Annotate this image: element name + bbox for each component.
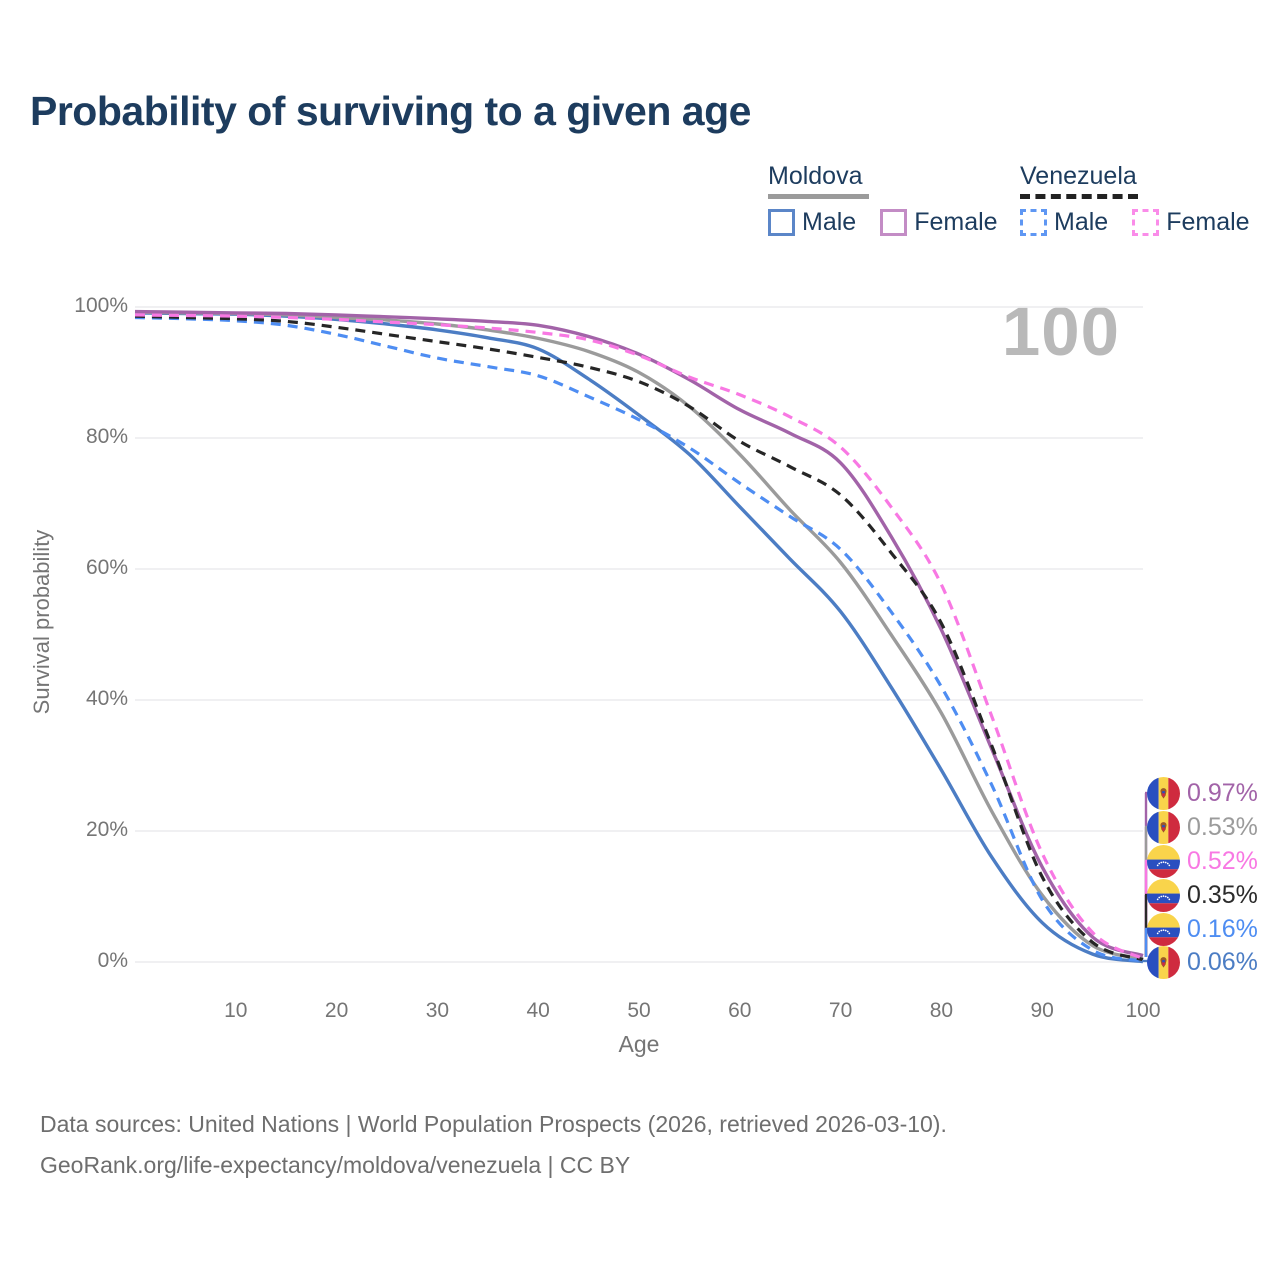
- x-tick-label: 30: [425, 999, 450, 1022]
- end-value-venezuela-female: 0.52%: [1187, 846, 1258, 875]
- x-tick-label: 50: [627, 999, 651, 1022]
- legend-venezuela-male-label: Male: [1054, 208, 1109, 236]
- x-tick-label: 40: [526, 999, 550, 1022]
- source-line-1: Data sources: United Nations | World Pop…: [40, 1111, 947, 1137]
- source-attribution: Data sources: United Nations | World Pop…: [40, 1104, 947, 1186]
- y-tick-label: 80%: [85, 425, 128, 448]
- legend-venezuela-name: Venezuela: [1020, 162, 1137, 190]
- venezuela-flag-icon: [1147, 912, 1180, 946]
- legend-group-venezuela: Venezuela Male Female: [1020, 162, 1250, 237]
- moldova-flag-icon: [1147, 776, 1180, 810]
- end-value-moldova-both: 0.53%: [1187, 812, 1258, 841]
- legend-venezuela-items: Male Female: [1020, 208, 1250, 237]
- legend-item-venezuela-female[interactable]: Female: [1132, 208, 1250, 237]
- end-label-row: 0.35%: [1147, 878, 1258, 912]
- end-value-moldova-female: 0.97%: [1187, 778, 1258, 807]
- x-tick-label: 100: [1125, 999, 1161, 1022]
- y-tick-label: 40%: [85, 687, 128, 710]
- legend-item-moldova-female[interactable]: Female: [880, 208, 998, 237]
- y-tick-label: 20%: [85, 818, 128, 841]
- end-value-venezuela-male: 0.16%: [1187, 914, 1258, 943]
- venezuela-flag-icon: [1147, 844, 1180, 878]
- venezuela-female-swatch-icon: [1132, 209, 1160, 236]
- series-line-venezuela-both-sexes: [134, 314, 1144, 962]
- x-tick-label: 10: [224, 999, 248, 1022]
- source-line-2: GeoRank.org/life-expectancy/moldova/vene…: [40, 1152, 631, 1178]
- y-tick-label: 100%: [74, 294, 128, 317]
- series-line-venezuela-male: [134, 315, 1144, 963]
- y-tick-label: 0%: [97, 949, 128, 972]
- end-label-row: 0.97%: [1147, 776, 1258, 810]
- legend-item-venezuela-male[interactable]: Male: [1020, 208, 1108, 237]
- x-tick-label: 20: [324, 999, 349, 1022]
- legend-venezuela-underline: [1020, 194, 1138, 199]
- moldova-male-swatch-icon: [768, 209, 795, 236]
- legend-group-moldova: Moldova Male Female: [768, 162, 998, 237]
- page-title: Probability of surviving to a given age: [30, 88, 751, 134]
- x-tick-label: 90: [1030, 999, 1054, 1022]
- x-tick-label: 60: [728, 999, 752, 1022]
- series-line-venezuela-female: [134, 313, 1144, 961]
- legend-moldova-female-label: Female: [914, 208, 998, 236]
- end-label-row: 0.53%: [1147, 810, 1258, 844]
- legend-item-moldova-male[interactable]: Male: [768, 208, 856, 237]
- legend-moldova-underline: [768, 194, 869, 199]
- end-value-moldova-male: 0.06%: [1187, 947, 1258, 976]
- end-label-row: 0.52%: [1147, 844, 1258, 878]
- series-line-moldova-both-sexes: [134, 310, 1144, 961]
- moldova-flag-icon: [1147, 945, 1180, 979]
- y-tick-label: 60%: [85, 556, 128, 579]
- venezuela-male-swatch-icon: [1020, 209, 1047, 236]
- legend-moldova-name: Moldova: [768, 162, 863, 190]
- x-tick-label: 70: [828, 999, 853, 1022]
- series-line-moldova-male: [134, 311, 1144, 964]
- end-label-row: 0.16%: [1147, 912, 1258, 946]
- y-axis-title: Survival probability: [29, 529, 54, 715]
- moldova-female-swatch-icon: [880, 209, 908, 236]
- legend-venezuela-female-label: Female: [1166, 208, 1250, 236]
- end-value-venezuela-both: 0.35%: [1187, 880, 1258, 909]
- x-axis-title: Age: [618, 1031, 660, 1057]
- legend-moldova-items: Male Female: [768, 208, 998, 237]
- legend-moldova-male-label: Male: [802, 208, 857, 236]
- age-counter-watermark: 100: [1001, 293, 1120, 370]
- moldova-flag-icon: [1147, 810, 1180, 844]
- venezuela-flag-icon: [1147, 878, 1180, 912]
- end-label-row: 0.06%: [1147, 945, 1258, 979]
- x-tick-label: 80: [929, 999, 954, 1022]
